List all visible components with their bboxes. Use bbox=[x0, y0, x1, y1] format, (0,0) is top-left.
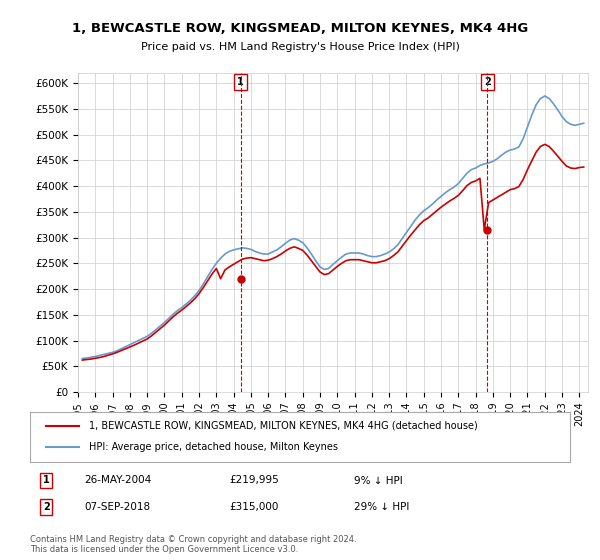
Text: 07-SEP-2018: 07-SEP-2018 bbox=[84, 502, 150, 512]
Text: 2: 2 bbox=[484, 77, 491, 87]
Text: 1: 1 bbox=[237, 77, 244, 87]
Text: 2: 2 bbox=[43, 502, 50, 512]
Text: 26-MAY-2004: 26-MAY-2004 bbox=[84, 475, 151, 486]
Text: 9% ↓ HPI: 9% ↓ HPI bbox=[354, 475, 403, 486]
Text: 1: 1 bbox=[43, 475, 50, 486]
Text: HPI: Average price, detached house, Milton Keynes: HPI: Average price, detached house, Milt… bbox=[89, 442, 338, 452]
Text: 1, BEWCASTLE ROW, KINGSMEAD, MILTON KEYNES, MK4 4HG (detached house): 1, BEWCASTLE ROW, KINGSMEAD, MILTON KEYN… bbox=[89, 421, 478, 431]
Text: £219,995: £219,995 bbox=[230, 475, 280, 486]
Text: 1, BEWCASTLE ROW, KINGSMEAD, MILTON KEYNES, MK4 4HG: 1, BEWCASTLE ROW, KINGSMEAD, MILTON KEYN… bbox=[72, 22, 528, 35]
Text: 29% ↓ HPI: 29% ↓ HPI bbox=[354, 502, 409, 512]
Text: Price paid vs. HM Land Registry's House Price Index (HPI): Price paid vs. HM Land Registry's House … bbox=[140, 42, 460, 52]
Text: £315,000: £315,000 bbox=[230, 502, 279, 512]
Text: Contains HM Land Registry data © Crown copyright and database right 2024.
This d: Contains HM Land Registry data © Crown c… bbox=[30, 535, 356, 554]
